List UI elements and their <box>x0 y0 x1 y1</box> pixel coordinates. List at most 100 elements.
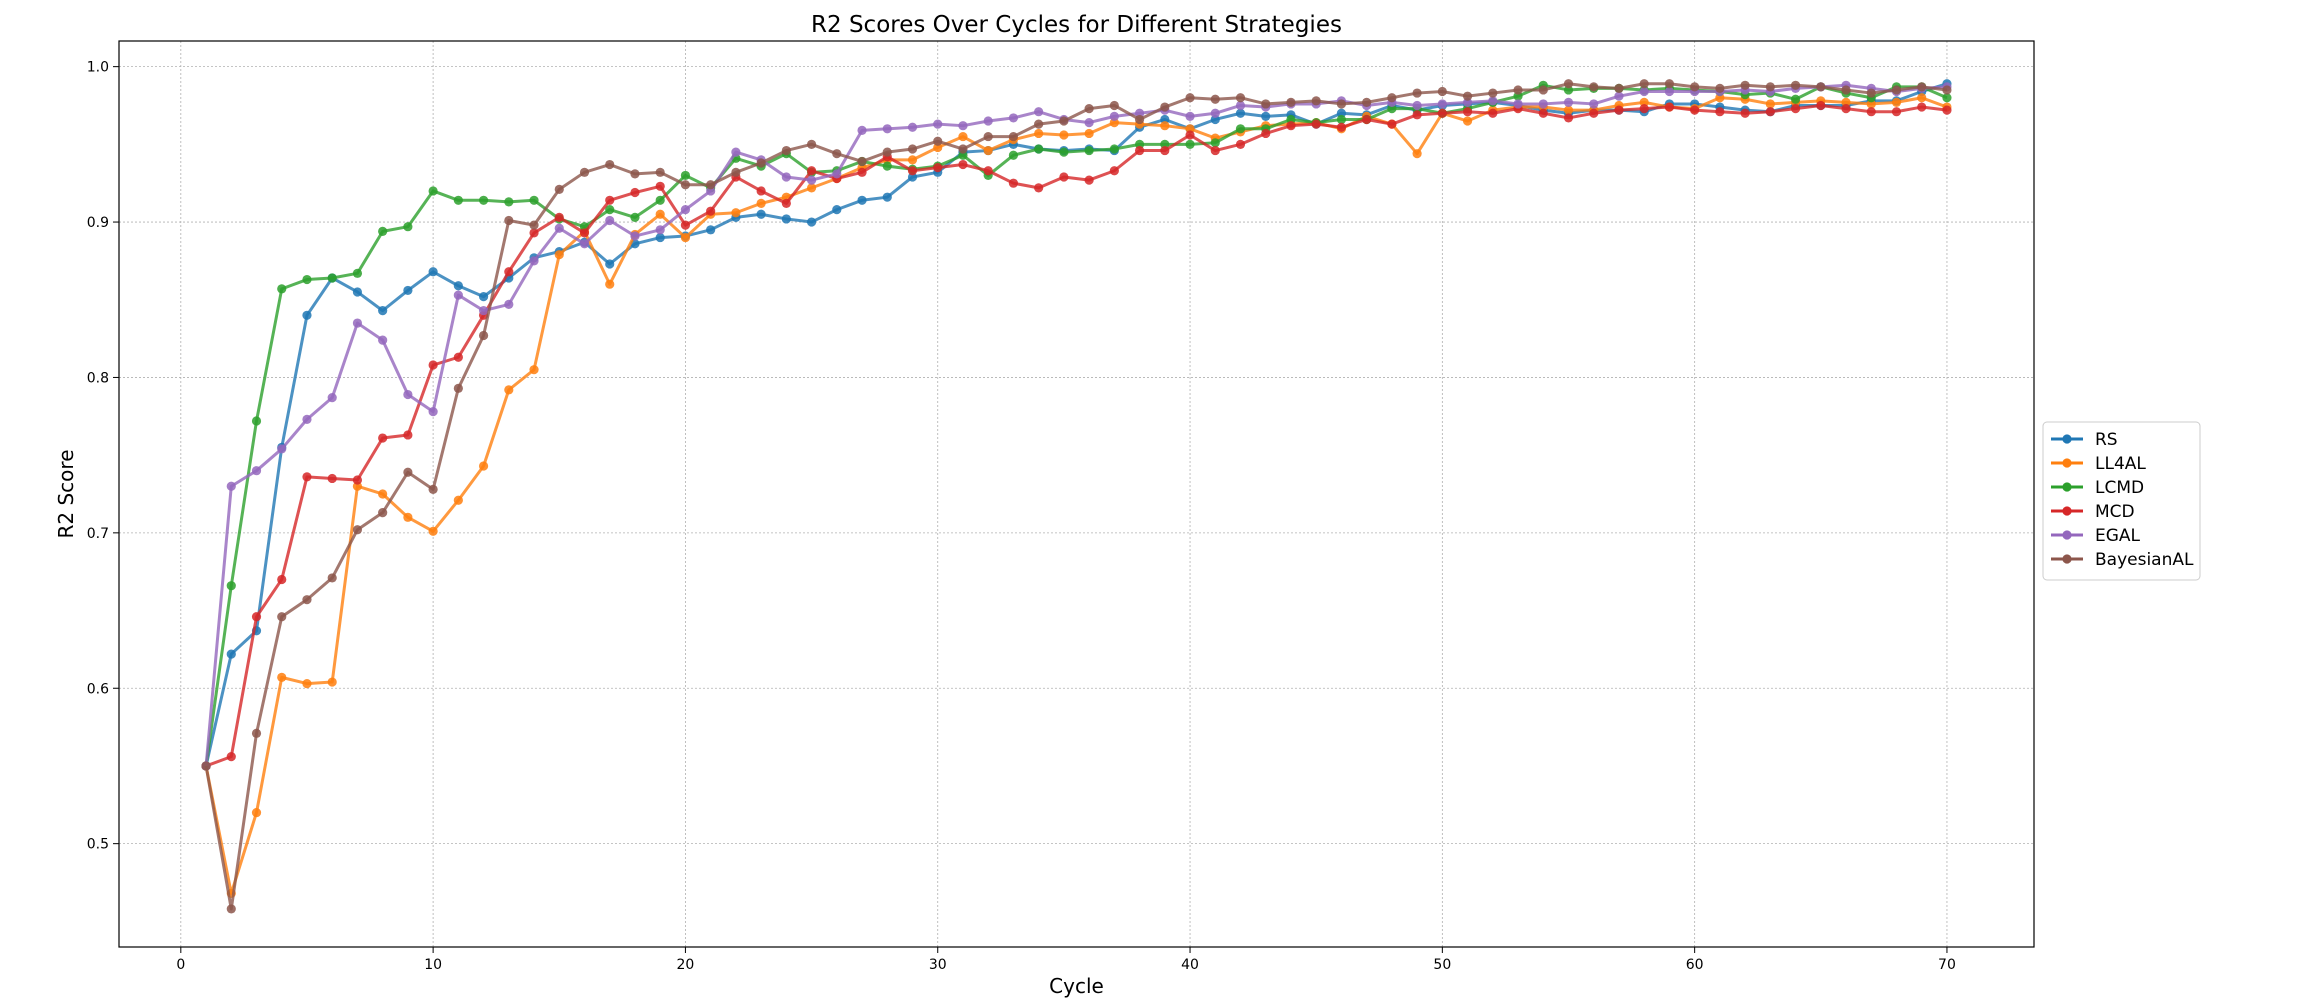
data-point-bayesianal <box>907 144 918 154</box>
data-point-mcd <box>907 166 918 176</box>
data-point-mcd <box>1160 145 1170 156</box>
data-point-lcmd <box>529 195 539 205</box>
data-point-bayesianal <box>655 167 665 177</box>
data-point-egal <box>1008 113 1019 123</box>
data-point-rs <box>806 217 817 227</box>
data-point-mcd <box>1488 108 1498 118</box>
data-point-egal <box>428 407 438 417</box>
data-point-bayesianal <box>706 180 716 190</box>
data-point-bayesianal <box>1891 85 1902 95</box>
data-point-mcd <box>1816 100 1826 111</box>
data-point-egal <box>857 125 867 135</box>
data-point-mcd <box>1008 178 1019 188</box>
data-point-ll4al <box>403 512 413 522</box>
data-point-ll4al <box>277 672 287 682</box>
data-point-lcmd <box>655 195 665 205</box>
data-point-mcd <box>403 430 413 440</box>
data-point-mcd <box>1715 107 1725 117</box>
data-point-egal <box>277 444 287 454</box>
data-point-mcd <box>1412 110 1422 120</box>
series-line-mcd <box>205 103 1948 768</box>
data-point-egal <box>630 231 640 241</box>
data-point-bayesianal <box>478 330 489 341</box>
data-point-bayesianal <box>958 144 968 154</box>
data-point-bayesianal <box>806 139 817 149</box>
data-point-ll4al <box>731 208 741 218</box>
data-point-egal <box>1185 111 1195 121</box>
data-point-egal <box>605 215 615 226</box>
data-point-egal <box>806 175 817 185</box>
data-point-bayesianal <box>933 136 943 146</box>
data-point-ll4al <box>1891 97 1902 107</box>
data-point-egal <box>378 335 388 345</box>
data-point-egal <box>403 389 413 400</box>
data-point-bayesianal <box>1614 83 1624 93</box>
data-point-rs <box>832 205 842 215</box>
data-point-bayesianal <box>1462 91 1473 101</box>
x-tick-label: 50 <box>1433 957 1451 973</box>
data-point-bayesianal <box>403 467 413 477</box>
data-point-lcmd <box>453 195 463 205</box>
data-point-lcmd <box>680 170 691 181</box>
data-point-mcd <box>1437 108 1447 118</box>
data-point-mcd <box>1589 108 1599 118</box>
data-point-bayesianal <box>1437 86 1447 97</box>
data-point-lcmd <box>327 273 337 283</box>
series-lines <box>201 79 1952 914</box>
data-point-mcd <box>251 612 262 622</box>
data-point-bayesianal <box>680 180 691 190</box>
data-point-mcd <box>983 166 993 176</box>
data-point-bayesianal <box>1841 85 1851 95</box>
y-axis-title: R2 Score <box>54 450 78 539</box>
data-point-ll4al <box>1084 128 1094 139</box>
data-point-mcd <box>226 752 236 762</box>
data-point-lcmd <box>226 581 236 591</box>
data-point-bayesianal <box>731 167 741 177</box>
data-point-ll4al <box>958 131 968 142</box>
data-point-bayesianal <box>605 159 615 170</box>
data-point-bayesianal <box>1917 82 1927 92</box>
data-point-mcd <box>1185 130 1195 140</box>
data-point-bayesianal <box>1765 82 1775 92</box>
data-point-egal <box>1614 91 1624 101</box>
data-point-lcmd <box>1210 138 1220 148</box>
data-point-lcmd <box>403 222 413 232</box>
data-point-egal <box>327 393 337 403</box>
data-point-egal <box>1538 99 1548 109</box>
legend-label-ll4al: LL4AL <box>2095 454 2146 474</box>
data-point-egal <box>1488 96 1498 106</box>
data-point-lcmd <box>630 212 640 222</box>
data-point-mcd <box>1942 105 1952 115</box>
data-point-ll4al <box>1462 116 1473 126</box>
data-point-ll4al <box>453 495 463 505</box>
data-point-egal <box>1664 86 1675 97</box>
data-point-bayesianal <box>1816 82 1826 92</box>
data-point-bayesianal <box>554 184 564 195</box>
data-point-lcmd <box>378 226 388 236</box>
legend-label-egal: EGAL <box>2095 526 2141 546</box>
data-point-bayesianal <box>1690 82 1700 92</box>
data-point-lcmd <box>428 186 438 196</box>
data-point-bayesianal <box>504 215 514 226</box>
data-point-ll4al <box>529 365 539 375</box>
data-point-mcd <box>806 166 817 176</box>
data-point-mcd <box>857 167 867 177</box>
data-point-lcmd <box>1336 114 1347 125</box>
x-tick-label: 40 <box>1181 957 1199 973</box>
legend-marker-bayesianal <box>2062 554 2072 564</box>
y-tick-label: 0.8 <box>87 370 109 386</box>
data-point-rs <box>605 259 615 269</box>
data-point-bayesianal <box>1134 114 1145 125</box>
data-point-mcd <box>1690 105 1700 115</box>
data-point-bayesianal <box>1286 97 1296 107</box>
data-point-egal <box>251 466 262 476</box>
data-point-rs <box>352 287 363 297</box>
data-point-mcd <box>680 220 691 230</box>
plot-area-frame <box>118 40 2035 948</box>
data-point-bayesianal <box>529 220 539 230</box>
data-point-egal <box>1084 117 1094 128</box>
legend-marker-ll4al <box>2062 458 2072 468</box>
data-point-rs <box>302 310 312 320</box>
data-point-egal <box>781 172 791 182</box>
data-point-egal <box>1235 100 1246 111</box>
